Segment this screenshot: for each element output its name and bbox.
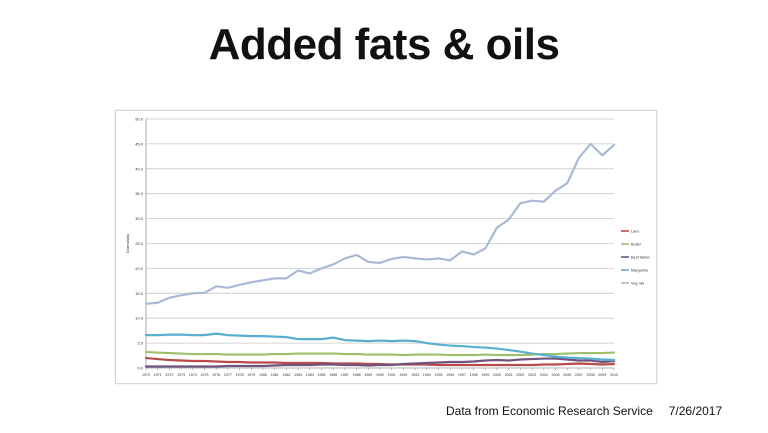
- y-tick-label: 0.0: [137, 366, 143, 371]
- x-tick-label: 1980: [259, 373, 267, 377]
- x-tick-label: 2009: [598, 373, 606, 377]
- x-tick-label: 1992: [399, 373, 407, 377]
- x-tick-label: 1979: [247, 373, 255, 377]
- series-line-margarine: [144, 332, 616, 362]
- x-tick-label: 1981: [271, 373, 279, 377]
- legend-label: Margarine: [631, 268, 648, 272]
- line-chart: 0.0 5.0 10.0 15.0 20.0 25.0 30.0 35.0 40.0 45.0 50…: [125, 117, 650, 378]
- y-tick-label: 35.0: [135, 191, 144, 196]
- x-tick-label: 1982: [282, 373, 290, 377]
- series-line-veg-oils: [144, 142, 616, 305]
- chart-frame: 0.0 5.0 10.0 15.0 20.0 25.0 30.0 35.0 40.0 45.0 50…: [115, 110, 657, 384]
- x-tick-label: 1984: [306, 373, 314, 377]
- series-line-beef-tallow: [144, 357, 616, 368]
- y-tick-label: 5.0: [137, 341, 143, 346]
- x-tick-label: 2005: [552, 373, 560, 377]
- y-tick-label: 30.0: [135, 216, 144, 221]
- x-tick-label: 2010: [610, 373, 618, 377]
- x-tick-label: 1983: [294, 373, 302, 377]
- x-tick-label: 1976: [212, 373, 220, 377]
- x-tick-label: 1990: [376, 373, 384, 377]
- y-tick-label: 20.0: [135, 266, 144, 271]
- y-tick-label: 50.0: [135, 117, 144, 122]
- x-tick-label: 1970: [142, 373, 150, 377]
- footer: Data from Economic Research Service 7/26/…: [446, 404, 722, 418]
- source-note: Data from Economic Research Service: [446, 404, 653, 418]
- x-tick-label: 1991: [388, 373, 396, 377]
- x-tick-label: 2007: [575, 373, 583, 377]
- y-tick-label: 10.0: [135, 316, 144, 321]
- x-tick-label: 2003: [528, 373, 536, 377]
- x-tick-label: 2001: [505, 373, 513, 377]
- legend-label: Veg oils: [631, 281, 644, 285]
- x-tick-label: 1993: [411, 373, 419, 377]
- y-tick-label: 25.0: [135, 241, 144, 246]
- x-tick-label: 2006: [563, 373, 571, 377]
- slide-title: Added fats & oils: [208, 20, 560, 69]
- x-tick-label: 1989: [364, 373, 372, 377]
- x-tick-label: 2004: [540, 373, 548, 377]
- y-tick-label: 40.0: [135, 166, 144, 171]
- x-tick-label: 1999: [481, 373, 489, 377]
- x-tick-label: 1972: [165, 373, 173, 377]
- y-tick-label: 15.0: [135, 291, 144, 296]
- x-tick-label: 1975: [201, 373, 209, 377]
- x-tick-label: 1997: [458, 373, 466, 377]
- x-tick-label: 1988: [353, 373, 361, 377]
- y-axis-label: Grams/day: [125, 234, 130, 254]
- x-tick-label: 1986: [329, 373, 337, 377]
- x-tick-label: 1978: [236, 373, 244, 377]
- date-label: 7/26/2017: [668, 404, 723, 418]
- y-tick-label: 45.0: [135, 141, 144, 146]
- x-tick-label: 1994: [423, 373, 431, 377]
- x-tick-label: 1995: [435, 373, 443, 377]
- x-tick-label: 2000: [493, 373, 501, 377]
- x-tick-label: 1996: [446, 373, 454, 377]
- x-tick-label: 1973: [177, 373, 185, 377]
- legend-label: Lard: [631, 229, 639, 233]
- x-tick-label: 1987: [341, 373, 349, 377]
- legend-label: Butter: [631, 242, 642, 246]
- x-tick-label: 1985: [318, 373, 326, 377]
- x-tick-label: 1974: [189, 373, 197, 377]
- x-tick-label: 1998: [470, 373, 478, 377]
- x-tick-label: 2002: [516, 373, 524, 377]
- x-tick-label: 2008: [587, 373, 595, 377]
- x-tick-label: 1971: [154, 373, 162, 377]
- x-tick-label: 1977: [224, 373, 232, 377]
- legend-label: Beef tallow: [631, 255, 650, 259]
